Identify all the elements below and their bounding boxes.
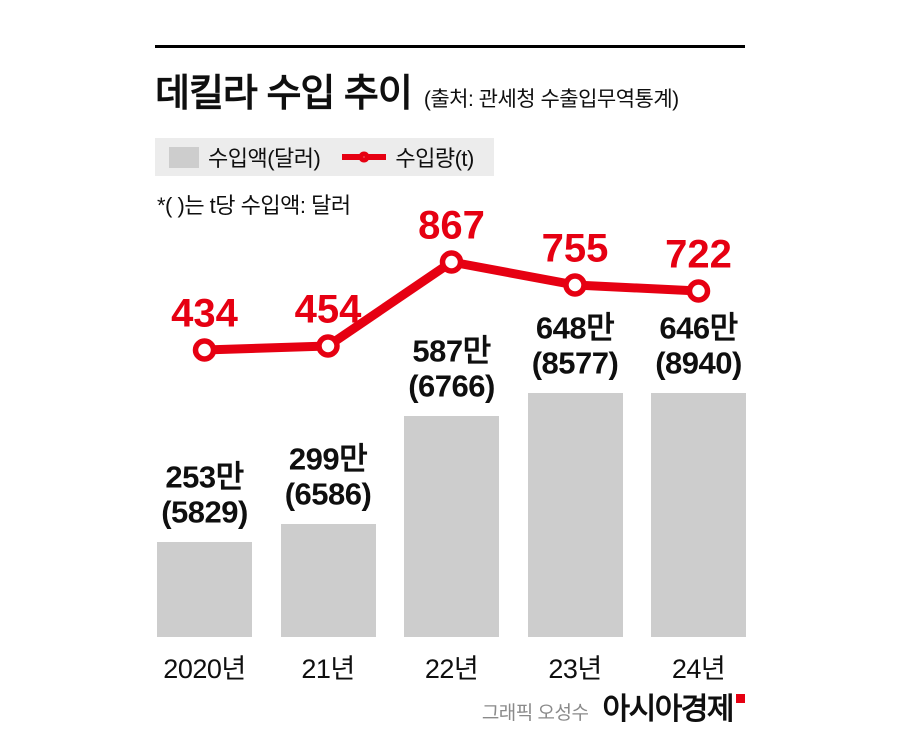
top-rule <box>155 45 745 48</box>
bar-value-main: 648만 <box>535 310 615 346</box>
axis-category-label: 24년 <box>671 654 726 684</box>
line-value-label: 755 <box>541 226 609 271</box>
bar <box>404 416 499 637</box>
axis-category-label: 23년 <box>548 654 602 684</box>
line-value-label: 867 <box>418 203 485 248</box>
chart-title: 데킬라 수입 추이 <box>155 73 413 115</box>
line-value-label: 722 <box>665 232 732 277</box>
bar-value-label: 253만 (5829) <box>161 459 248 530</box>
line-value-label: 434 <box>171 291 238 336</box>
bar-value-per-ton: (6766) <box>408 368 495 404</box>
bar-value-label: 299만 (6586) <box>284 441 372 512</box>
bar <box>280 524 376 637</box>
line-point-marker <box>563 273 587 297</box>
bar-value-main: 646만 <box>659 310 738 346</box>
legend-line-label: 수입량(t) <box>395 146 474 171</box>
bar-swatch-icon <box>169 146 199 168</box>
bar-value-main: 253만 <box>165 459 244 495</box>
bar-value-label: 646만 (8940) <box>655 310 742 381</box>
brand-text: 아시아경제 <box>602 693 735 726</box>
line-point-marker <box>192 338 217 362</box>
footer: 그래픽 오성수 아시아경제 <box>482 684 745 728</box>
credit-text: 그래픽 오성수 <box>481 703 589 724</box>
axis-category-label: 22년 <box>424 654 479 684</box>
axis-category-label: 21년 <box>301 654 355 684</box>
bar-value-per-ton: (6586) <box>284 476 372 512</box>
bar <box>157 542 252 637</box>
bar-value-label: 587만 (6766) <box>408 333 495 404</box>
bar-value-per-ton: (5829) <box>161 494 248 530</box>
brand-mark-icon <box>736 694 745 703</box>
chart-note: *( )는 t당 수입액: 달러 <box>157 193 351 218</box>
brand-logo: 아시아경제 <box>602 684 745 728</box>
chart-source: (출처: 관세청 수출입무역통계) <box>423 88 679 111</box>
bar-value-main: 587만 <box>412 333 491 369</box>
bar-value-main: 299만 <box>288 441 368 477</box>
bar-value-label: 648만 (8577) <box>531 310 619 381</box>
line-marker-icon <box>342 146 387 168</box>
bar-value-per-ton: (8577) <box>531 345 619 381</box>
line-point-marker <box>439 250 464 274</box>
header: 데킬라 수입 추이 (출처: 관세청 수출입무역통계) <box>155 62 679 117</box>
line-point-marker <box>316 334 340 358</box>
bar <box>651 393 746 637</box>
legend-item-bar: 수입액(달러) <box>169 141 321 173</box>
line-point-marker <box>686 279 711 303</box>
bar <box>527 393 623 637</box>
line-value-label: 454 <box>294 287 362 332</box>
bar-value-per-ton: (8940) <box>655 345 742 381</box>
axis-category-label: 2020년 <box>163 654 246 684</box>
legend: 수입액(달러) 수입량(t) <box>155 138 494 176</box>
line-marker-circle <box>358 151 370 163</box>
legend-bar-label: 수입액(달러) <box>208 146 321 171</box>
legend-item-line: 수입량(t) <box>342 141 474 173</box>
